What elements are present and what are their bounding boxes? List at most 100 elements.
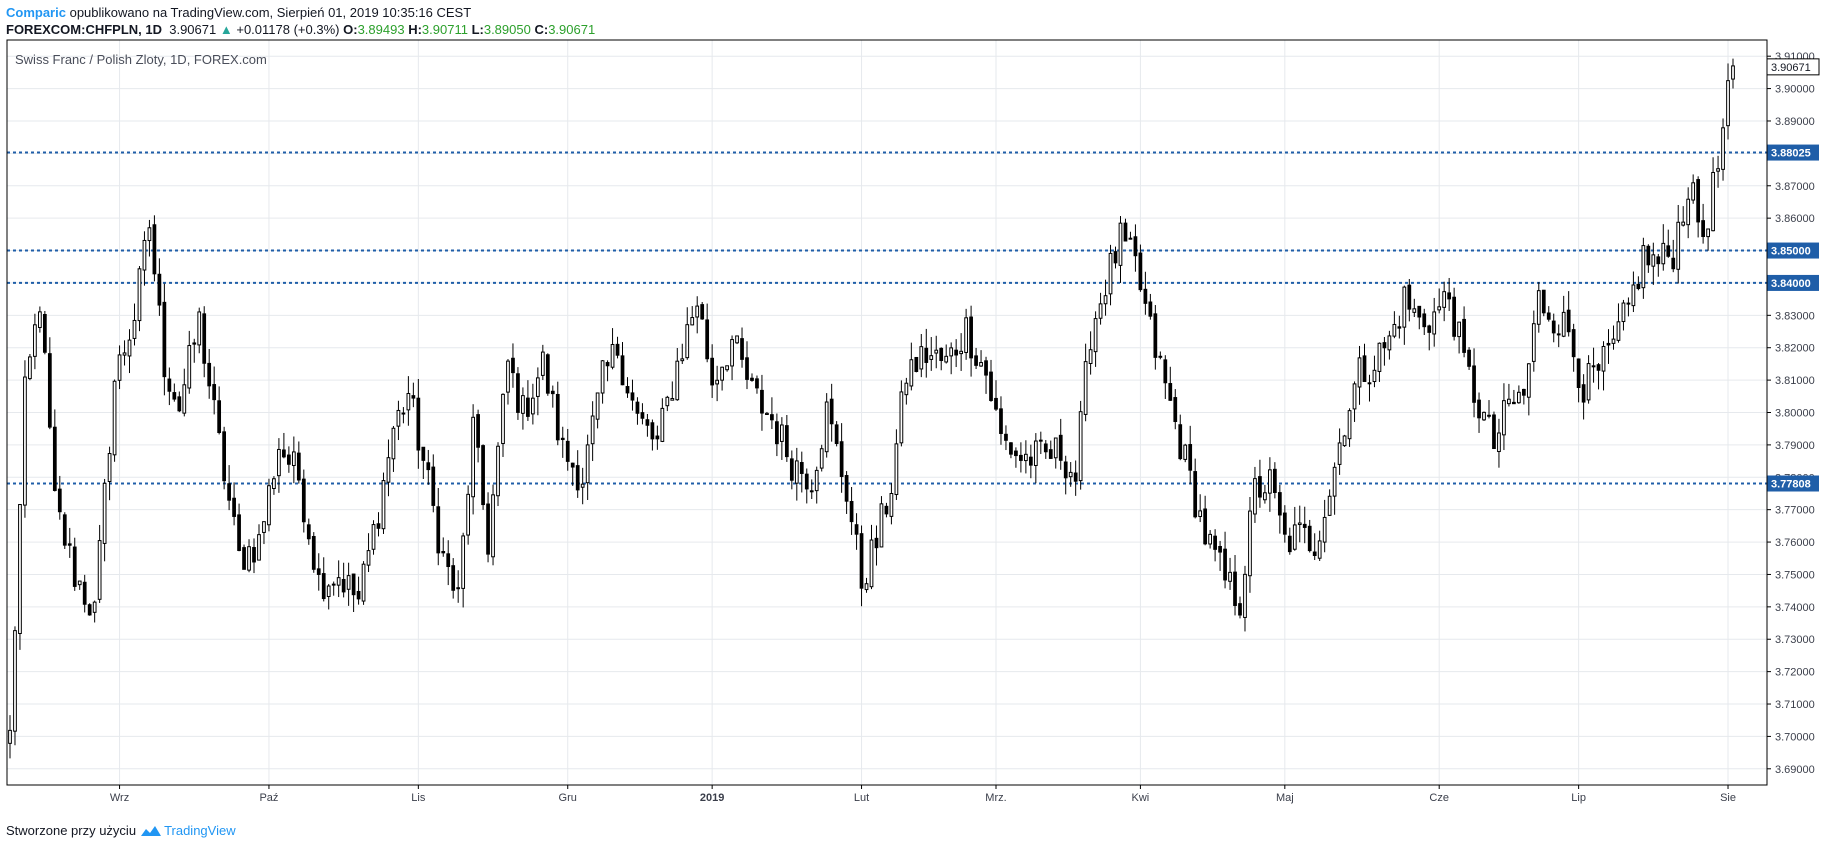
x-tick-label: Maj [1276,792,1294,804]
candle-body-down [82,581,87,605]
y-tick-label: 3.74000 [1775,602,1815,614]
candle-body-down [1472,365,1476,403]
candle-body-down [839,441,844,477]
candle-body-down [994,397,998,410]
author-name[interactable]: Comparic [6,5,66,20]
close-label: C: [534,22,549,37]
candle-body-down [1019,454,1023,461]
candle-body-down [217,400,222,433]
candle-body-down [575,465,580,491]
candle-body-up [1432,311,1437,335]
candle-body-up [879,503,884,548]
candle-body-down [799,462,804,474]
candle-body-up [396,409,401,427]
candle-body-down [321,573,326,600]
candle-body-down [1512,401,1516,405]
candle-body-up [1108,252,1113,295]
candle-body-up [1691,182,1696,201]
candle-body-down [1287,535,1292,553]
open-value: 3.89493 [357,22,405,37]
candle-body-up [267,485,271,526]
candle-body-up [1497,432,1501,453]
candle-body-up [1716,168,1720,172]
candle-body-down [311,536,316,570]
y-tick-label: 3.72000 [1775,667,1815,679]
candle-body-up [1482,411,1486,421]
candle-body-down [62,514,67,546]
candle-body-down [710,357,715,386]
candle-body-down [1203,508,1208,545]
candle-body-down [1063,461,1068,479]
candle-body-up [142,239,147,271]
candle-body-down [306,524,311,540]
price-axis[interactable]: 3.910003.900003.890003.880003.870003.860… [1766,51,1820,776]
candle-body-down [555,393,560,441]
candle-body-down [1038,439,1043,442]
change-up-icon: ▲ [219,22,233,37]
candle-body-down [1452,296,1457,337]
candle-body-up [1661,242,1666,265]
candle-body-up [1198,510,1203,518]
candle-body-up [1487,414,1491,417]
candle-body-down [1148,301,1153,317]
candle-body-up [1387,335,1392,351]
candle-body-down [1028,456,1033,466]
candle-body-down [1636,283,1641,290]
candle-body-down [804,473,809,490]
candle-body-down [242,547,246,570]
candle-body-up [371,524,376,550]
candle-body-up [197,311,202,346]
candle-body-down [1447,292,1452,300]
candle-body-up [187,345,192,389]
candle-body-down [1591,365,1596,368]
candle-body-down [829,398,834,425]
time-axis[interactable]: Wrz Paź Lis Gru 2019 Lut Mrz. Kwi Maj Cze Lip Sie [110,785,1736,804]
candle-body-down [854,524,859,535]
candle-body-down [1422,313,1427,328]
candle-body-down [1302,523,1307,528]
candle-body-up [521,395,525,414]
candle-body-down [1546,312,1551,320]
candle-body-down [1606,342,1611,346]
candle-body-down [1671,257,1676,270]
tradingview-logo-icon[interactable] [140,824,162,838]
candle-body-down [1213,535,1217,550]
candle-body-down [87,604,92,616]
x-tick-label: Paź [259,792,278,804]
candle-body-up [1526,363,1531,398]
candle-body-up [1053,437,1058,459]
candle-body-up [1556,333,1561,336]
candle-body-up [1352,383,1357,410]
candle-body-down [1467,349,1471,367]
candle-body-down [984,360,988,376]
candle-body-up [92,601,97,613]
candle-body-up [1088,349,1093,365]
y-tick-label: 3.80000 [1775,408,1815,420]
candle-body-up [1517,391,1521,404]
candle-body-down [1168,383,1173,401]
candle-body-up [1531,323,1536,362]
candle-body-down [1571,329,1576,358]
candle-body-down [770,414,774,421]
y-tick-label: 3.87000 [1775,181,1815,193]
candle-body-up [1248,510,1252,577]
candle-body-down [1646,245,1651,266]
symbol-name: FOREXCOM:CHFPLN, 1D [6,22,162,37]
candle-body-up [122,352,127,356]
candle-body-down [42,313,47,353]
candle-body-down [834,424,839,444]
y-tick-label: 3.69000 [1775,764,1815,776]
level-label: 3.77808 [1771,479,1811,491]
candle-body-down [620,355,625,386]
price-chart[interactable]: 3.910003.900003.890003.880003.870003.860… [0,0,1828,820]
candle-body-down [740,338,744,360]
candle-body-up [1706,228,1710,238]
candle-body-up [38,311,42,329]
y-tick-label: 3.86000 [1775,213,1815,225]
candle-body-up [1332,466,1337,497]
candle-body-down [924,347,929,363]
candle-body-down [1043,443,1048,453]
candle-body-up [949,347,954,357]
candle-body-down [884,505,889,515]
tradingview-brand[interactable]: TradingView [164,823,236,838]
